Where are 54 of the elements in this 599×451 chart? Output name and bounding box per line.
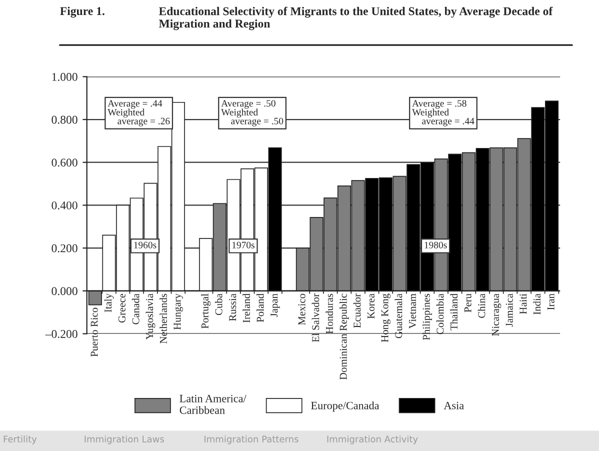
x-tick-label: Hong Kong xyxy=(381,294,390,342)
x-tick-label: Netherlands xyxy=(160,294,167,344)
x-tick-label: Jamaica xyxy=(506,294,513,327)
x-tick-label: Dominican Republic xyxy=(339,294,349,380)
x-tick-label: Canada xyxy=(132,294,140,324)
x-tick-label: Nicaragua xyxy=(492,294,502,336)
x-tick-label: Honduras xyxy=(326,294,333,334)
text: Immigration Laws xyxy=(84,436,164,444)
x-tick-label: Guatemala xyxy=(394,294,402,338)
x-tick-label: Mexico xyxy=(298,294,306,325)
y-tick-label: 0.600 xyxy=(52,158,78,167)
y-tick-label: 0.000 xyxy=(52,287,78,296)
annotation: 1970s xyxy=(232,242,254,248)
x-tick-label: Ireland xyxy=(242,294,250,323)
legend-label: Latin America/ Caribbean xyxy=(180,394,246,414)
x-tick-label: Haiti xyxy=(520,294,527,314)
x-tick-label: India xyxy=(533,294,541,314)
caption: Figure 1. xyxy=(60,6,104,18)
x-tick-label: Puerto Rico xyxy=(90,308,98,357)
annotation: 1980s xyxy=(424,242,447,248)
annotation: Average = .58 Weighted average = .44 xyxy=(412,100,474,126)
x-tick-label: Greece xyxy=(118,294,126,323)
x-tick-label: Philippines xyxy=(422,294,432,340)
text: Immigration Patterns xyxy=(204,436,298,444)
x-tick-label: Ecuador xyxy=(353,294,361,328)
y-tick-label: 0.800 xyxy=(52,116,78,124)
x-tick-label: Yugoslavia xyxy=(146,294,156,340)
x-tick-label: Colombia xyxy=(436,294,444,334)
x-tick-label: China xyxy=(478,294,486,318)
x-tick-label: Portugal xyxy=(201,294,211,328)
y-tick-label: 1.000 xyxy=(52,72,78,81)
annotation: Average = .44 Weighted average = .26 xyxy=(108,100,170,126)
x-tick-label: Poland xyxy=(256,294,264,322)
x-tick-label: Hungary xyxy=(174,294,183,330)
x-tick-label: Vietnam xyxy=(409,294,416,329)
x-tick-label: Iran xyxy=(547,294,554,310)
x-tick-label: Japan xyxy=(270,294,280,317)
x-tick-label: Peru xyxy=(464,294,472,312)
legend-label: Europe/Canada xyxy=(311,401,380,412)
x-tick-label: Korea xyxy=(368,294,374,319)
annotation: Average = .50 Weighted average = .50 xyxy=(221,100,284,126)
x-tick-label: Italy xyxy=(104,294,114,312)
annotation: 1960s xyxy=(134,242,156,248)
y-tick-label: 0.200 xyxy=(52,244,78,252)
chart-title: Educational Selectivity of Migrants to the United States, by Average Decade of Migration and Region xyxy=(158,6,553,30)
x-tick-label: Thailand xyxy=(450,294,458,330)
text: Immigration Activity xyxy=(327,436,418,444)
y-tick-label: –0.200 xyxy=(45,330,78,338)
text: Fertility xyxy=(4,436,37,444)
y-tick-label: 0.400 xyxy=(52,201,78,210)
x-tick-label: Russia xyxy=(229,294,236,321)
legend-label: Asia xyxy=(444,402,464,410)
x-tick-label: Cuba xyxy=(214,294,222,316)
x-tick-label: El Salvador xyxy=(312,294,320,342)
